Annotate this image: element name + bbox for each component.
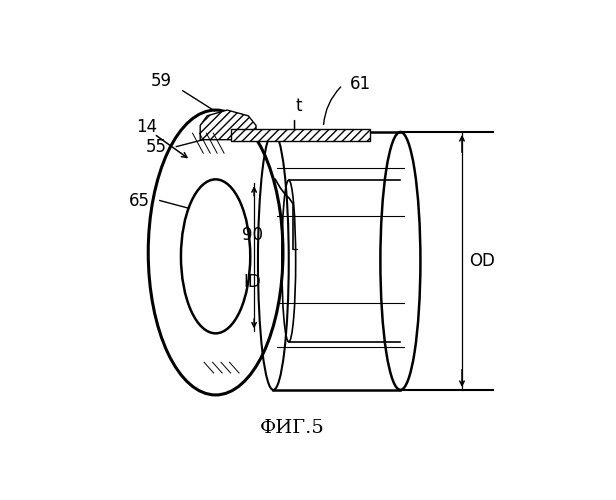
- Polygon shape: [200, 110, 256, 140]
- Text: 55: 55: [145, 138, 166, 156]
- Text: 65: 65: [129, 192, 150, 210]
- Text: 59: 59: [151, 72, 172, 90]
- Text: 14: 14: [136, 118, 157, 136]
- Polygon shape: [231, 130, 370, 141]
- Text: 61: 61: [351, 75, 371, 93]
- Text: ID: ID: [243, 272, 261, 290]
- Text: 90: 90: [241, 226, 262, 244]
- Text: ФИГ.5: ФИГ.5: [260, 418, 325, 436]
- Text: t: t: [295, 96, 302, 114]
- Text: OD: OD: [469, 252, 495, 270]
